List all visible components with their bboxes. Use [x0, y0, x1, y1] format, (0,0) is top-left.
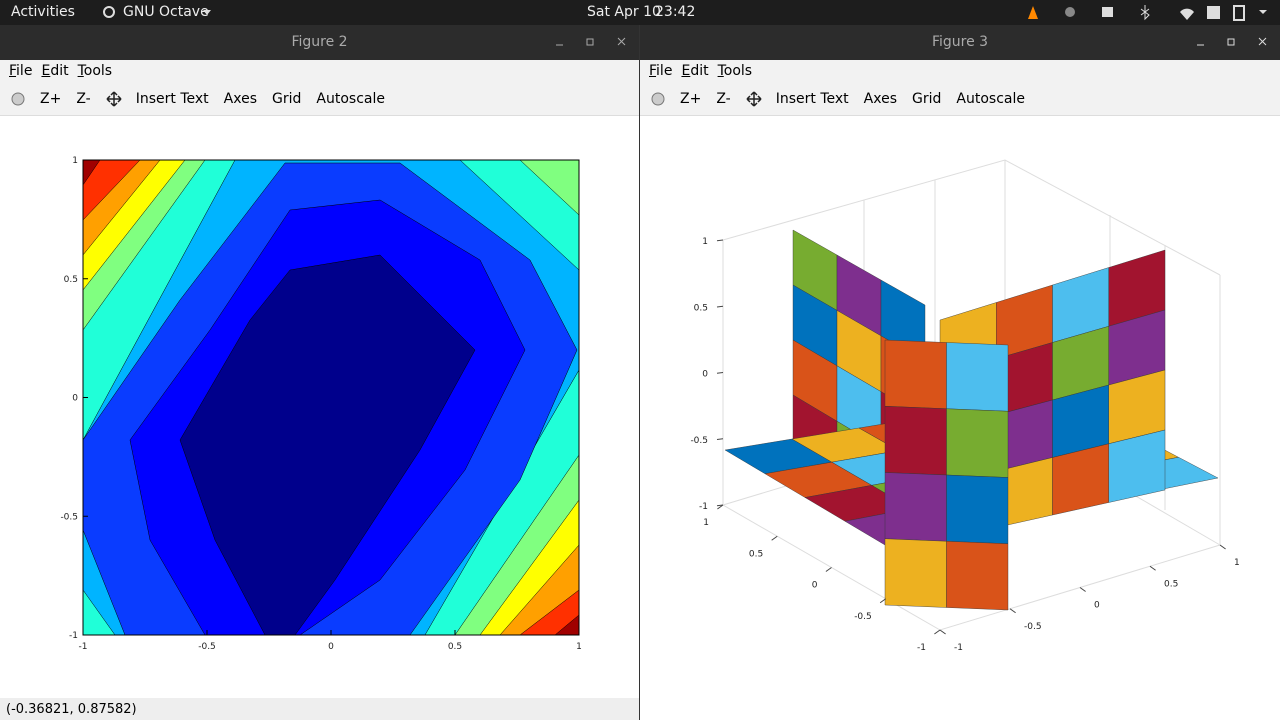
slices [724, 229, 1219, 611]
axes-button[interactable]: Axes [223, 90, 257, 107]
y-tick [939, 629, 946, 635]
zoom-out[interactable]: Z- [76, 90, 91, 107]
x-tick-label: 0 [328, 642, 334, 652]
y-tick [1079, 587, 1086, 592]
top-bar: Activities GNU Octave Sat Apr 10 23:42 [0, 0, 1280, 25]
y-tick-label: -0.5 [1024, 622, 1042, 632]
slice-cell [884, 406, 947, 476]
activities[interactable]: Activities [11, 4, 75, 20]
z-tick-label: 0 [702, 370, 708, 380]
x-tick-label: 1 [576, 642, 582, 652]
slice-cell [946, 541, 1009, 611]
menu-tools[interactable]: Tools [77, 63, 113, 79]
x-tick [717, 504, 724, 510]
status-bar: (-0.36821, 0.87582) [0, 698, 639, 720]
menu-edit[interactable]: Edit [681, 63, 709, 79]
toolbar: Z+ Z- Insert Text Axes Grid Autoscale [0, 82, 639, 116]
y-tick [1009, 608, 1016, 614]
z-tick [716, 438, 724, 441]
autoscale-button[interactable]: Autoscale [316, 90, 385, 107]
y-tick [1149, 565, 1156, 571]
window-controls[interactable] [539, 25, 639, 60]
slice-cell [884, 472, 947, 542]
z-tick-label: -1 [699, 502, 708, 512]
z-tick-label: -0.5 [690, 436, 708, 446]
y-tick-label: 0 [1094, 601, 1100, 611]
window-title: Figure 3 [931, 34, 989, 50]
title-bar: Figure 2 [0, 25, 639, 60]
date[interactable]: Sat Apr 10 [587, 4, 661, 20]
menu-bar: File Edit Tools [0, 60, 639, 82]
x-tick [934, 629, 941, 635]
slice-cell [946, 342, 1009, 412]
z-tick-label: 1 [702, 237, 708, 247]
y-tick-label: 0.5 [1164, 579, 1178, 589]
x-tick-label: -0.5 [854, 612, 872, 622]
grid-button[interactable]: Grid [912, 90, 942, 107]
x-tick-label: -1 [79, 642, 88, 652]
z-tick [716, 372, 724, 374]
rotate-icon[interactable] [650, 91, 666, 107]
zoom-in[interactable]: Z+ [680, 90, 702, 107]
slice-cell [884, 339, 947, 409]
insert-text[interactable]: Insert Text [775, 90, 849, 107]
slice-cell [1108, 429, 1166, 503]
y-tick-label: -0.5 [60, 512, 78, 522]
z-tick-label: 0.5 [694, 303, 708, 313]
zoom-out[interactable]: Z- [716, 90, 731, 107]
x-tick-label: -0.5 [198, 642, 216, 652]
x-tick-label: 1 [703, 518, 709, 528]
z-tick [716, 305, 724, 308]
x-tick [879, 598, 887, 604]
y-tick [1219, 544, 1226, 550]
autoscale-button[interactable]: Autoscale [956, 90, 1025, 107]
pan-icon[interactable] [106, 90, 122, 107]
insert-text[interactable]: Insert Text [135, 90, 209, 107]
rotate-icon[interactable] [10, 91, 26, 107]
plots: -1 -0.5 0 0.5 1 -1 -0.5 0 0.5 1 1 0.5 0 -0.5 -1 1 0.5 0 -0… [60, 156, 1240, 653]
y-tick-label: 0 [72, 394, 78, 404]
x-tick-label: -1 [917, 643, 926, 653]
y-tick-label: 0.5 [64, 275, 78, 285]
window-divider [639, 25, 640, 720]
z-tick [716, 239, 724, 242]
time[interactable]: 23:42 [655, 4, 696, 20]
axes-button[interactable]: Axes [863, 90, 897, 107]
pan-icon[interactable] [746, 90, 762, 107]
window-title: Figure 2 [291, 34, 348, 50]
x-tick-label: 0.5 [448, 642, 462, 652]
x-tick-label: 0 [812, 581, 818, 591]
x-tick-label: 0.5 [749, 549, 763, 559]
contour-plot [82, 159, 580, 636]
menu-tools[interactable]: Tools [717, 63, 753, 79]
menu-file[interactable]: File [649, 63, 673, 79]
cursor-coordinates: (-0.36821, 0.87582) [6, 702, 137, 717]
menu-edit[interactable]: Edit [41, 63, 69, 79]
menu-file[interactable]: File [9, 63, 33, 79]
x-tick [825, 567, 832, 572]
y-tick-label: 1 [1234, 558, 1240, 568]
y-tick-label: 1 [72, 156, 78, 166]
slice-cell [884, 538, 947, 608]
grid-button[interactable]: Grid [272, 90, 302, 107]
x-tick [771, 535, 778, 541]
toolbar: Z+ Z- Insert Text Axes Grid Autoscale [640, 82, 1280, 116]
menu-bar: File Edit Tools [640, 60, 1280, 82]
slice-cell [946, 408, 1009, 478]
zoom-in[interactable]: Z+ [40, 90, 62, 107]
title-bar: Figure 3 [640, 25, 1280, 60]
window-controls[interactable] [1180, 25, 1280, 60]
slice-cell [946, 474, 1009, 544]
y-tick-label: -1 [954, 643, 963, 653]
y-tick-label: -1 [69, 631, 78, 641]
app-menu[interactable]: GNU Octave [123, 4, 209, 20]
